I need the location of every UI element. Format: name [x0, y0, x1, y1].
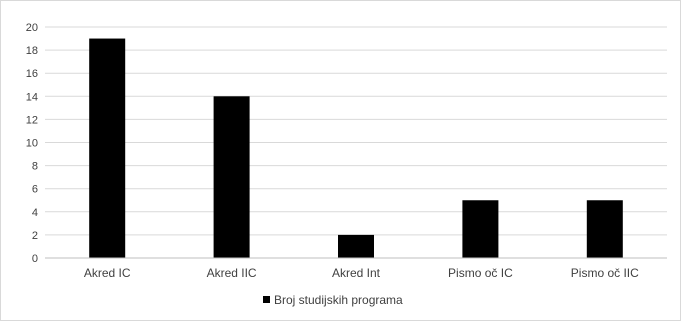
- gridlines: [45, 26, 667, 236]
- bar: [89, 38, 126, 258]
- y-tick-label: 12: [26, 114, 38, 126]
- legend-swatch: [263, 296, 270, 303]
- y-tick-label: 14: [26, 91, 38, 103]
- x-tick-label: Akred IIC: [207, 266, 257, 280]
- bars: [89, 38, 623, 258]
- bar: [462, 200, 499, 258]
- x-axis-labels: Akred IC Akred IIC Akred Int Pismo oč IC Pis…: [84, 266, 639, 280]
- legend: Broj studijskih programa: [263, 293, 403, 307]
- x-tick-label: Akred IC: [84, 266, 131, 280]
- y-tick-label: 8: [32, 161, 38, 173]
- x-tick-label: Akred Int: [332, 266, 381, 280]
- y-tick-label: 2: [32, 230, 38, 242]
- bar: [338, 234, 374, 258]
- y-tick-label: 16: [26, 68, 38, 80]
- bar: [213, 96, 250, 258]
- y-tick-label: 18: [26, 45, 38, 57]
- legend-label: Broj studijskih programa: [274, 293, 403, 307]
- y-tick-label: 0: [32, 253, 38, 265]
- y-axis-ticks: 0 2 4 6 8 10 12 14 16 18 20: [26, 22, 38, 265]
- x-tick-label: Pismo oč IIC: [571, 266, 639, 280]
- x-tick-label: Pismo oč IC: [448, 266, 513, 280]
- y-tick-label: 4: [32, 207, 38, 219]
- bar: [586, 200, 623, 258]
- y-tick-label: 6: [32, 184, 38, 196]
- y-tick-label: 10: [26, 138, 38, 150]
- y-tick-label: 20: [26, 22, 38, 34]
